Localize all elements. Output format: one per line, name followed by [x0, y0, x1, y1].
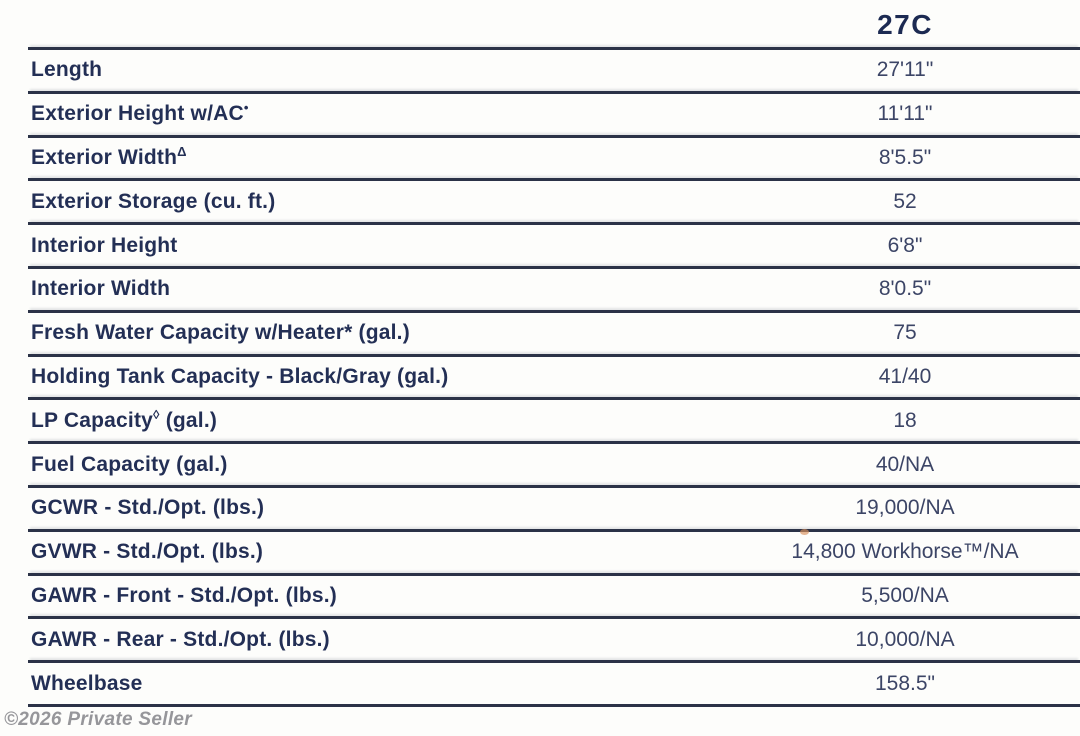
spec-table: Length 27'11" Exterior Height w/AC• 11'1… — [28, 47, 1080, 707]
table-row: Exterior Storage (cu. ft.) 52 — [28, 178, 1080, 222]
spec-value: 8'0.5" — [878, 277, 932, 301]
table-row: Exterior WidthΔ 8'5.5" — [28, 134, 1080, 179]
spec-value: 41/40 — [878, 364, 932, 388]
spec-label: Holding Tank Capacity - Black/Gray (gal.… — [31, 364, 449, 388]
spec-label: Fresh Water Capacity w/Heater* (gal.) — [31, 321, 410, 345]
spec-label: GCWR - Std./Opt. (lbs.) — [31, 496, 265, 520]
footnote-symbol: ◊ — [153, 406, 160, 422]
spec-label: GAWR - Front - Std./Opt. (lbs.) — [31, 583, 337, 607]
table-row: GVWR - Std./Opt. (lbs.) 14,800 Workhorse… — [28, 528, 1080, 573]
spec-value: 18 — [893, 408, 917, 432]
spec-label: Wheelbase — [31, 671, 143, 695]
table-row: Length 27'11" — [28, 47, 1080, 91]
table-row: LP Capacity◊ (gal.) 18 — [28, 397, 1080, 441]
spec-value: 11'11" — [877, 102, 933, 126]
spec-value: 8'5.5" — [878, 145, 932, 169]
spec-value: 6'8" — [887, 233, 923, 257]
table-row: Holding Tank Capacity - Black/Gray (gal.… — [28, 353, 1080, 398]
spec-label: Interior Width — [31, 277, 171, 301]
table-row: Interior Width 8'0.5" — [28, 265, 1080, 310]
spec-label: GVWR - Std./Opt. (lbs.) — [31, 540, 264, 564]
spec-label: Exterior Height w/AC• — [31, 100, 249, 126]
spec-value: 40/NA — [875, 452, 935, 476]
spec-label: Length — [31, 58, 103, 82]
spec-value: 10,000/NA — [855, 627, 955, 651]
table-row: Wheelbase 158.5" — [28, 660, 1080, 704]
scan-artifact-dot — [800, 529, 809, 535]
spec-label: LP Capacity◊ (gal.) — [31, 406, 218, 432]
table-row: Exterior Height w/AC• 11'11" — [28, 90, 1080, 135]
spec-value: 19,000/NA — [855, 496, 955, 520]
spec-value: 5,500/NA — [861, 583, 949, 607]
table-row: Fresh Water Capacity w/Heater* (gal.) 75 — [28, 309, 1080, 354]
table-row: Fuel Capacity (gal.) 40/NA — [28, 441, 1080, 485]
table-row: GCWR - Std./Opt. (lbs.) 19,000/NA — [28, 484, 1080, 529]
footnote-symbol: Δ — [177, 143, 187, 159]
footnote-symbol: • — [243, 100, 249, 116]
table-row: GAWR - Rear - Std./Opt. (lbs.) 10,000/NA — [28, 616, 1080, 660]
spec-value: 75 — [893, 321, 917, 345]
spec-label: Interior Height — [31, 233, 178, 257]
table-row: Interior Height 6'8" — [28, 222, 1080, 266]
spec-value: 52 — [893, 189, 917, 213]
spec-label: GAWR - Rear - Std./Opt. (lbs.) — [31, 627, 330, 651]
spec-label: Fuel Capacity (gal.) — [31, 452, 228, 476]
spec-value: 27'11" — [876, 58, 934, 82]
table-row: GAWR - Front - Std./Opt. (lbs.) 5,500/NA — [28, 572, 1080, 617]
copyright-watermark: ©2026 Private Seller — [4, 709, 192, 730]
spec-value: 14,800 Workhorse™/NA — [791, 540, 1019, 564]
model-column-header: 27C — [877, 9, 933, 40]
spec-value: 158.5" — [874, 671, 935, 695]
spec-label: Exterior WidthΔ — [31, 143, 187, 169]
spec-label: Exterior Storage (cu. ft.) — [31, 189, 276, 213]
